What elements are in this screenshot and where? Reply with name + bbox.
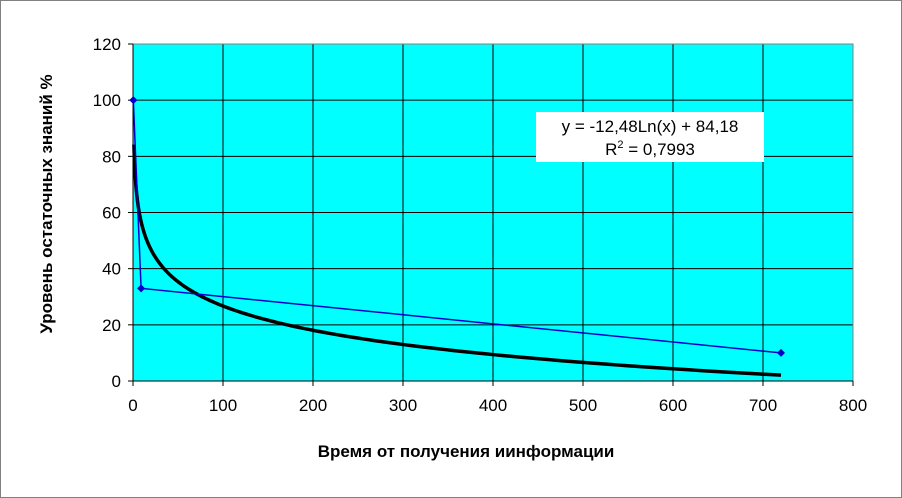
y-tick-label: 100	[93, 91, 121, 110]
x-tick-label: 400	[479, 396, 507, 415]
tick-labels: 0 100 200 300 400 500 600 700 800 0 20 40 60 80 100 120	[93, 35, 868, 415]
gridlines	[133, 43, 854, 381]
x-tick-label: 500	[569, 396, 597, 415]
trendline-equation: y = -12,48Ln(x) + 84,18	[562, 117, 739, 136]
x-tick-label: 0	[128, 396, 137, 415]
x-axis-title: Время от получения иинформации	[318, 442, 615, 461]
data-point	[777, 348, 785, 357]
data-point	[129, 96, 138, 105]
y-tick-label: 0	[112, 372, 121, 391]
x-tick-label: 100	[209, 396, 237, 415]
y-axis-title: Уровень остаточных знаний %	[37, 74, 56, 333]
trendline-r2: R2 = 0,7993	[605, 139, 695, 159]
y-tick-label: 40	[102, 260, 121, 279]
y-tick-label: 80	[102, 147, 121, 166]
x-tick-label: 600	[659, 396, 687, 415]
y-tick-label: 60	[102, 204, 121, 223]
series	[129, 96, 785, 377]
data-point	[137, 284, 146, 293]
trendline-equation-box	[536, 112, 764, 162]
y-tick-label: 20	[102, 316, 121, 335]
trendline	[132, 143, 782, 377]
x-tick-label: 300	[389, 396, 417, 415]
x-tick-label: 700	[749, 396, 777, 415]
y-tick-label: 120	[93, 35, 121, 54]
x-tick-label: 200	[299, 396, 327, 415]
x-tick-label: 800	[839, 396, 867, 415]
